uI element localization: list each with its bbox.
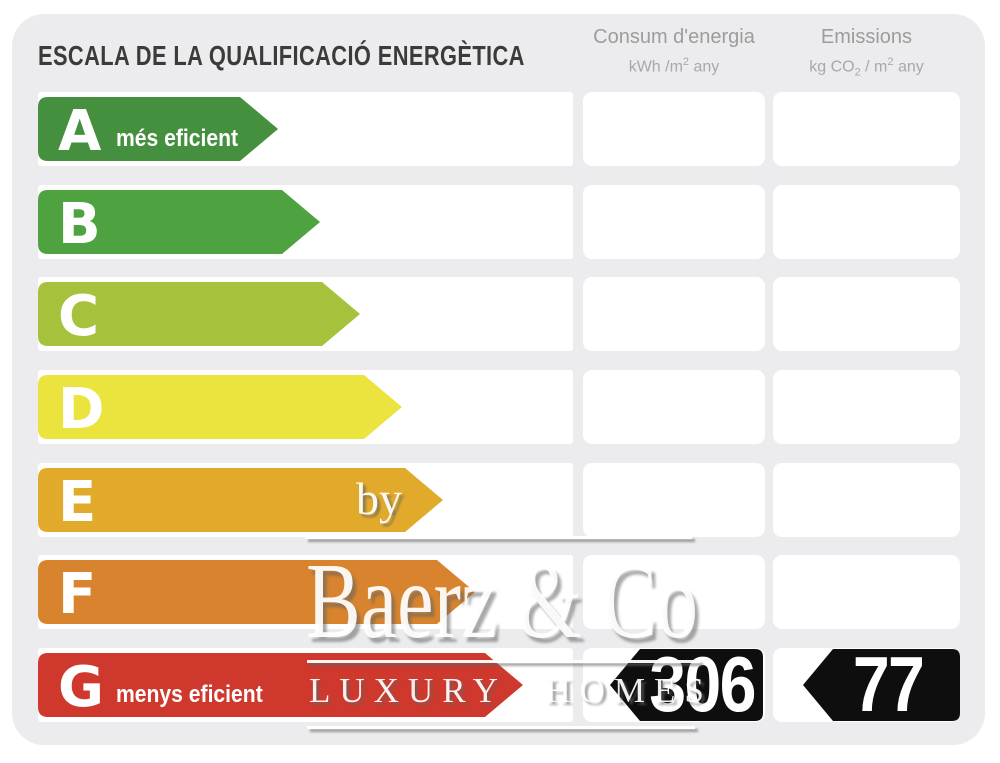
grade-letter-e: E [58,469,97,535]
watermark-brand-name: Baerz & Co [306,542,699,661]
grade-letter-d: D [58,376,105,442]
consum-cell [583,555,765,629]
scale-row-b: B [38,185,972,259]
watermark-rule-top [305,536,692,539]
column-header-consum: Consum d'energia kWh /m2 any [583,26,765,76]
consum-cell [583,277,765,351]
grade-g-note: menys eficient [116,681,263,708]
emissions-value: 77 [852,640,925,728]
scale-row-f: F [38,555,972,629]
grade-letter-f: F [58,561,97,627]
emissions-cell [773,185,960,259]
emissions-unit: kg CO2 / m2 any [809,56,924,79]
emissions-cell [773,370,960,444]
scale-row-c: C [38,277,972,351]
emissions-cell [773,277,960,351]
consum-cell [583,185,765,259]
grade-letter-c: C [58,283,100,349]
grade-a-note: més eficient [116,125,239,152]
scale-row-a: A més eficient [38,92,972,166]
grade-letter-g: G [58,654,104,720]
consum-unit: kWh /m2 any [628,56,720,76]
grade-d-arrow [38,375,402,439]
scale-row-e: E [38,463,972,537]
scale-row-d: D [38,370,972,444]
consum-value-badge [610,649,763,721]
emissions-cell [773,92,960,166]
consum-cell [583,463,765,537]
emissions-value-badge [803,649,960,721]
grade-letter-a: A [58,98,102,164]
watermark-rule-middle [307,660,700,663]
certificate-card: ESCALA DE LA QUALIFICACIÓ ENERGÈTICA Con… [12,14,985,745]
page-title: ESCALA DE LA QUALIFICACIÓ ENERGÈTICA [38,40,525,71]
watermark-rule-bottom [307,726,695,729]
emissions-label: Emissions [820,26,913,48]
scale-row-g: G menys eficient 306 77 [38,640,972,728]
grade-b-arrow [38,190,320,254]
grade-f-arrow [38,560,475,624]
column-header-emissions: Emissions kg CO2 / m2 any [773,26,960,79]
grade-a-arrow [38,97,278,161]
watermark-tagline: LUXURY HOMES [309,671,713,710]
consum-cell [583,370,765,444]
grade-letter-b: B [58,191,101,257]
emissions-cell [773,463,960,537]
grade-c-arrow [38,282,360,346]
consum-cell [583,92,765,166]
emissions-cell [773,555,960,629]
consum-value: 306 [649,640,756,728]
grade-g-arrow [38,653,523,717]
grade-e-arrow [38,468,443,532]
consum-label: Consum d'energia [593,26,755,48]
watermark-by-text: by [356,473,402,524]
